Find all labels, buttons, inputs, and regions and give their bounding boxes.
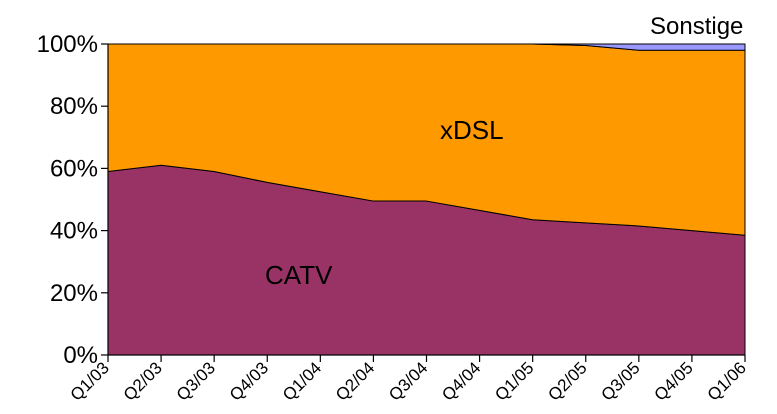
y-ticks-group: 0% 20% 40% 60% 80% 100% — [37, 31, 108, 369]
series-label-sonstige: Sonstige — [650, 13, 743, 40]
x-tick-label: Q1/04 — [279, 358, 325, 404]
area-series-group — [107, 43, 746, 356]
series-label-xdsl: xDSL — [440, 115, 504, 145]
x-tick-label: Q4/04 — [438, 358, 484, 404]
x-tick-label: Q2/04 — [332, 358, 378, 404]
y-tick-label: 80% — [50, 93, 98, 120]
series-label-catv: CATV — [265, 260, 333, 290]
x-tick-label: Q3/03 — [173, 358, 219, 404]
x-tick-label: Q2/03 — [120, 358, 166, 404]
y-tick-label: 0% — [63, 342, 98, 369]
x-tick-label: Q4/05 — [651, 358, 697, 404]
y-tick-label: 100% — [37, 31, 98, 58]
x-tick-label: Q4/03 — [226, 358, 272, 404]
y-tick-label: 60% — [50, 155, 98, 182]
x-tick-label: Q3/04 — [385, 358, 431, 404]
x-ticks-group: Q1/03 Q2/03 Q3/03 Q4/03 Q1/04 Q2/04 Q3/04 Q4/04… — [67, 355, 750, 405]
x-tick-label: Q3/05 — [597, 358, 643, 404]
x-tick-label: Q1/06 — [704, 358, 750, 404]
x-tick-label: Q1/05 — [491, 358, 537, 404]
y-tick-label: 20% — [50, 280, 98, 307]
y-tick-label: 40% — [50, 218, 98, 245]
x-tick-label: Q2/05 — [544, 358, 590, 404]
area-sonstige — [107, 43, 746, 51]
